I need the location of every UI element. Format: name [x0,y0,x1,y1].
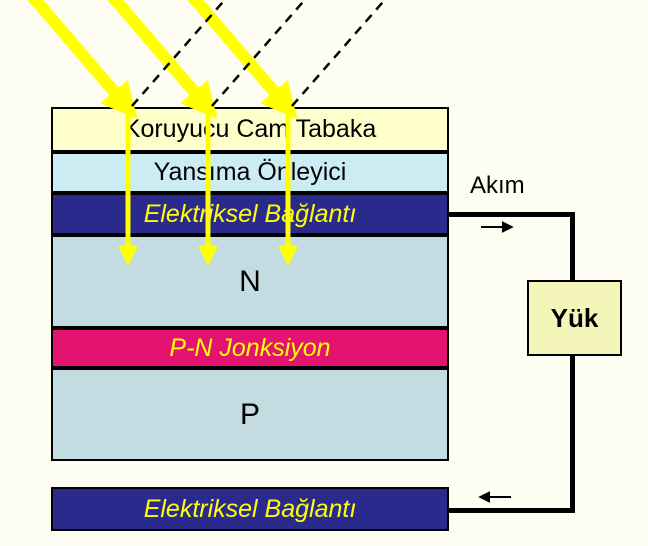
reflected-ray-0 [132,0,236,106]
sun-ray-incoming-1 [101,0,208,108]
layer-contact1: Elektriksel Bağlantı [51,193,449,235]
layer-p-label: P [240,398,260,432]
layer-ar: Yansıma Önleyici [51,152,449,193]
current-label: Akım [470,172,525,200]
reflected-ray-1 [212,0,316,106]
reflected-ray-2 [292,0,396,106]
layer-glass: Koruyucu Cam Tabaka [51,107,449,152]
layer-contact1-label: Elektriksel Bağlantı [144,200,357,229]
layer-contact2-label: Elektriksel Bağlantı [144,495,357,524]
sun-ray-incoming-2 [181,0,288,108]
layer-n: N [51,235,449,328]
layer-contact2: Elektriksel Bağlantı [51,487,449,531]
load-label: Yük [551,303,599,334]
layer-pn-label: P-N Jonksiyon [169,334,330,363]
layer-p: P [51,368,449,461]
wire-right-upper [570,212,575,281]
layer-glass-label: Koruyucu Cam Tabaka [124,115,376,144]
wire-bottom [449,508,575,513]
layer-n-label: N [239,265,261,299]
load-box: Yük [527,280,622,356]
layer-pn: P-N Jonksiyon [51,328,449,368]
wire-right-lower [570,356,575,513]
sun-ray-incoming-0 [21,0,128,108]
wire-top [449,212,575,217]
layer-ar-label: Yansıma Önleyici [154,158,347,187]
